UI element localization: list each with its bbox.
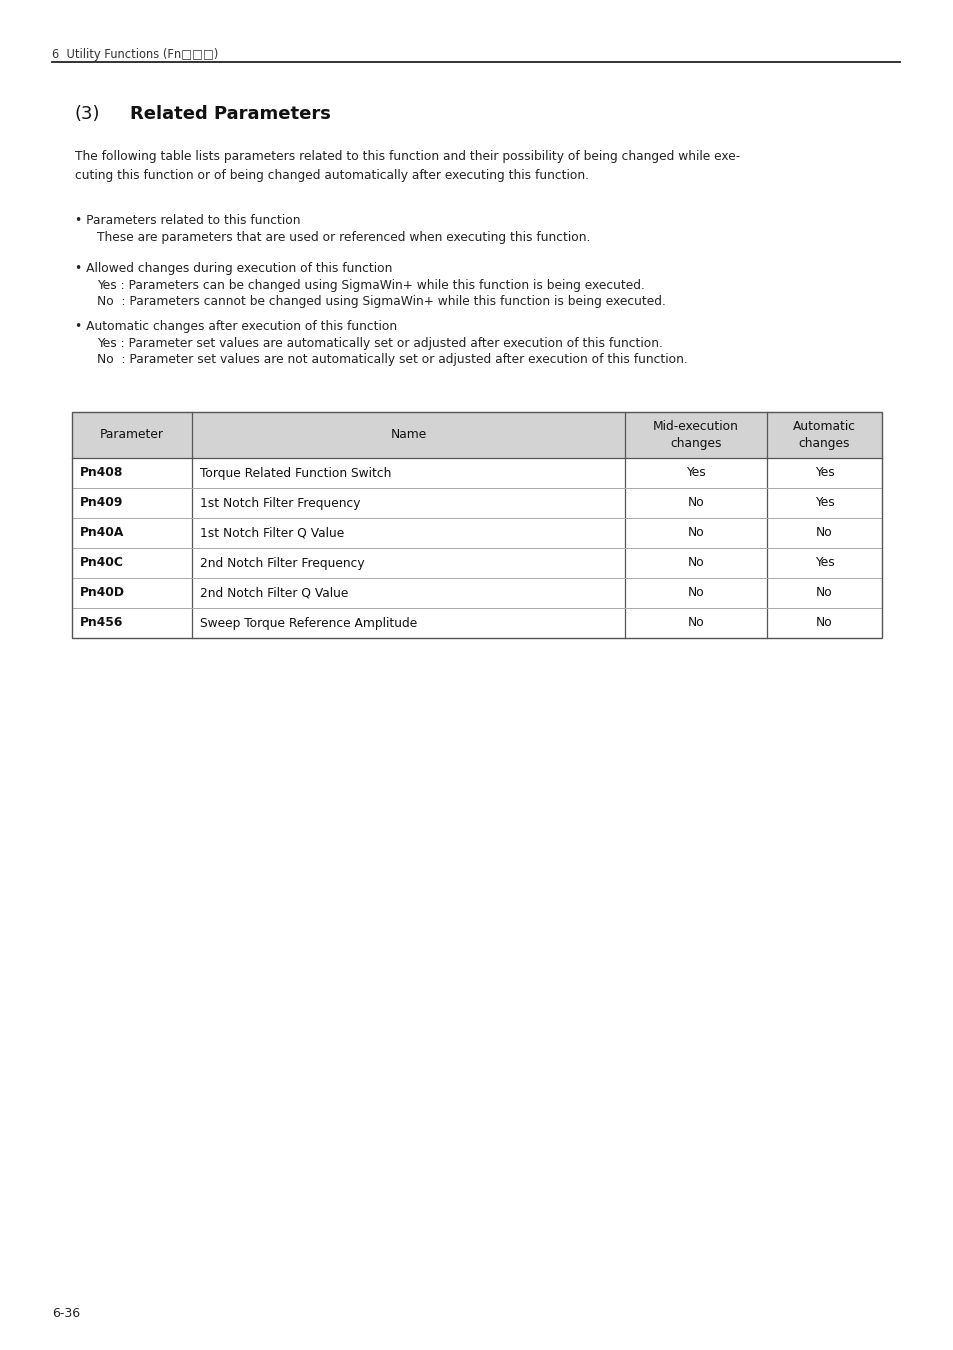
Text: Yes: Yes bbox=[814, 556, 834, 570]
Text: 1st Notch Filter Frequency: 1st Notch Filter Frequency bbox=[200, 497, 360, 509]
Text: No: No bbox=[687, 526, 703, 540]
Text: • Allowed changes during execution of this function: • Allowed changes during execution of th… bbox=[75, 262, 392, 275]
Text: (3): (3) bbox=[75, 105, 100, 123]
Text: Pn40C: Pn40C bbox=[80, 556, 124, 570]
Text: Pn408: Pn408 bbox=[80, 467, 123, 479]
Text: Mid-execution
changes: Mid-execution changes bbox=[653, 420, 739, 450]
Text: Parameter: Parameter bbox=[100, 428, 164, 441]
Text: 2nd Notch Filter Q Value: 2nd Notch Filter Q Value bbox=[200, 586, 348, 599]
Text: • Parameters related to this function: • Parameters related to this function bbox=[75, 215, 300, 227]
Text: Torque Related Function Switch: Torque Related Function Switch bbox=[200, 467, 391, 479]
Text: Related Parameters: Related Parameters bbox=[130, 105, 331, 123]
Text: 6  Utility Functions (Fn□□□): 6 Utility Functions (Fn□□□) bbox=[52, 49, 218, 61]
Text: Yes: Yes bbox=[685, 467, 705, 479]
Text: Sweep Torque Reference Amplitude: Sweep Torque Reference Amplitude bbox=[200, 617, 416, 629]
Text: No: No bbox=[687, 586, 703, 599]
Text: The following table lists parameters related to this function and their possibil: The following table lists parameters rel… bbox=[75, 150, 740, 181]
Text: Pn40D: Pn40D bbox=[80, 586, 125, 599]
Text: No: No bbox=[815, 586, 832, 599]
Text: Yes: Yes bbox=[814, 467, 834, 479]
Text: No: No bbox=[815, 617, 832, 629]
Text: Automatic
changes: Automatic changes bbox=[792, 420, 855, 450]
Text: No: No bbox=[815, 526, 832, 540]
Text: Pn456: Pn456 bbox=[80, 617, 123, 629]
Text: No  : Parameter set values are not automatically set or adjusted after execution: No : Parameter set values are not automa… bbox=[97, 352, 687, 366]
Text: Yes : Parameters can be changed using SigmaWin+ while this function is being exe: Yes : Parameters can be changed using Si… bbox=[97, 279, 644, 292]
Text: No  : Parameters cannot be changed using SigmaWin+ while this function is being : No : Parameters cannot be changed using … bbox=[97, 296, 665, 308]
Text: Pn40A: Pn40A bbox=[80, 526, 124, 540]
Text: Name: Name bbox=[390, 428, 426, 441]
Text: 2nd Notch Filter Frequency: 2nd Notch Filter Frequency bbox=[200, 556, 364, 570]
Text: 1st Notch Filter Q Value: 1st Notch Filter Q Value bbox=[200, 526, 344, 540]
Bar bbox=[71, 412, 882, 458]
Bar bbox=[71, 412, 882, 639]
Text: No: No bbox=[687, 497, 703, 509]
Text: No: No bbox=[687, 556, 703, 570]
Text: • Automatic changes after execution of this function: • Automatic changes after execution of t… bbox=[75, 320, 396, 333]
Text: Yes : Parameter set values are automatically set or adjusted after execution of : Yes : Parameter set values are automatic… bbox=[97, 338, 662, 350]
Text: 6-36: 6-36 bbox=[52, 1307, 80, 1320]
Text: Yes: Yes bbox=[814, 497, 834, 509]
Text: These are parameters that are used or referenced when executing this function.: These are parameters that are used or re… bbox=[97, 231, 590, 244]
Text: No: No bbox=[687, 617, 703, 629]
Text: Pn409: Pn409 bbox=[80, 497, 123, 509]
